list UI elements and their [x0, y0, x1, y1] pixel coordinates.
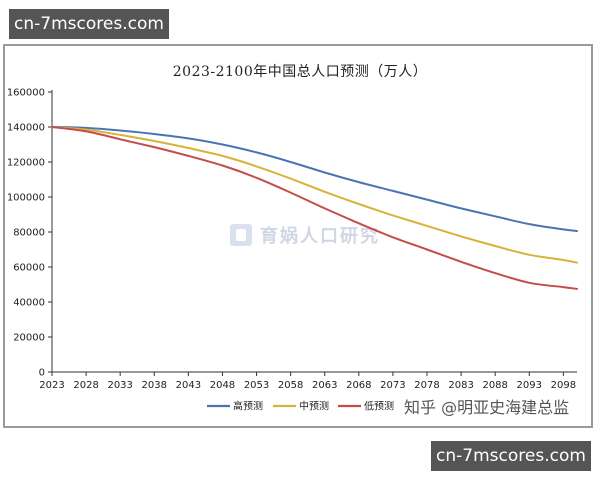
- series-lines: [51, 126, 578, 290]
- x-tick-label: 2068: [346, 380, 371, 391]
- x-tick-label: 2023: [39, 380, 64, 391]
- x-tick-label: 2073: [380, 380, 405, 391]
- y-tick-label: 100000: [7, 193, 45, 204]
- x-tick-label: 2078: [414, 380, 439, 391]
- y-tick-label: 140000: [7, 123, 45, 134]
- credit-text: 知乎 @明亚史海建总监: [404, 398, 570, 417]
- site-label: cn-7mscores.com: [9, 9, 169, 39]
- y-tick-label: 80000: [13, 228, 45, 239]
- watermark: 育娲人口研究: [230, 221, 380, 249]
- site-label-bottom: cn-7mscores.com: [431, 441, 591, 471]
- x-tick-label: 2098: [551, 380, 576, 391]
- y-tick-label: 40000: [13, 298, 45, 309]
- x-axis: 2023 2028 2033 2038 2043 2048 2053 2058 2063 2068…: [39, 371, 577, 391]
- legend-label-low: 低预测: [364, 400, 394, 413]
- x-tick-label: 2053: [244, 380, 269, 391]
- legend-label-high: 高预测: [233, 400, 263, 413]
- x-tick-label: 2058: [278, 380, 303, 391]
- x-tick-label: 2043: [176, 380, 201, 391]
- y-tick-label: 160000: [7, 88, 45, 99]
- series-line-low: [51, 126, 578, 290]
- legend: 高预测 中预测 低预测: [207, 400, 394, 413]
- watermark-logo-icon: [230, 224, 252, 246]
- chart-frame: [3, 44, 593, 428]
- x-tick-label: 2033: [107, 380, 132, 391]
- x-tick-label: 2083: [448, 380, 473, 391]
- x-tick-label: 2038: [142, 380, 167, 391]
- y-axis: 0 20000 40000 60000 80000 100000 120000 140000 1…: [7, 88, 53, 379]
- chart-title: 2023-2100年中国总人口预测（万人）: [172, 64, 428, 80]
- x-tick-label: 2028: [73, 380, 98, 391]
- y-tick-label: 20000: [13, 333, 45, 344]
- x-tick-label: 2093: [517, 380, 542, 391]
- x-tick-label: 2088: [482, 380, 507, 391]
- legend-label-mid: 中预测: [299, 400, 329, 413]
- y-tick-label: 0: [39, 368, 45, 379]
- x-tick-label: 2063: [312, 380, 337, 391]
- x-tick-label: 2048: [210, 380, 235, 391]
- series-line-mid: [51, 126, 578, 264]
- y-tick-label: 120000: [7, 158, 45, 169]
- y-tick-label: 60000: [13, 263, 45, 274]
- series-line-high: [51, 126, 578, 233]
- watermark-text: 育娲人口研究: [260, 226, 380, 247]
